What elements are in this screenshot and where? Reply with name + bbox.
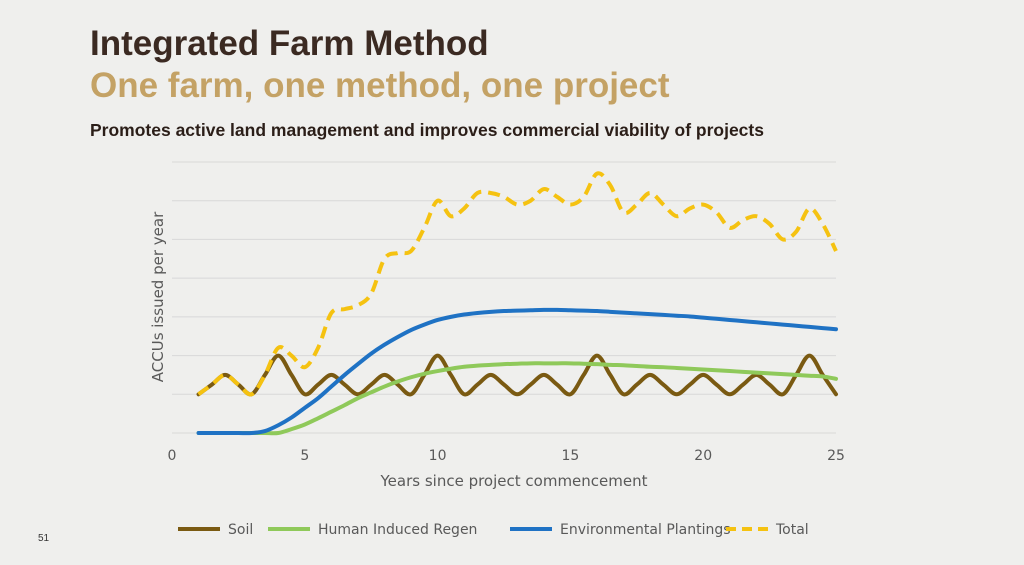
x-tick-label: 15 — [561, 448, 579, 464]
legend-label: Human Induced Regen — [318, 522, 477, 538]
slide-title: Integrated Farm Method — [90, 24, 489, 63]
slide-subtitle: One farm, one method, one project — [90, 66, 670, 105]
legend-label: Environmental Plantings — [560, 522, 731, 538]
page-number: 51 — [38, 533, 50, 544]
series-line-total — [197, 171, 838, 397]
x-tick-label: 20 — [694, 448, 712, 464]
x-axis-label: Years since project commencement — [380, 472, 648, 490]
legend-label: Soil — [228, 522, 253, 538]
x-tick-label: 0 — [168, 448, 177, 464]
x-tick-label: 5 — [300, 448, 309, 464]
series-line-soil — [196, 353, 838, 397]
slide-tagline: Promotes active land management and impr… — [90, 120, 764, 140]
legend-label: Total — [775, 522, 809, 538]
y-axis-label: ACCUs issued per year — [149, 211, 167, 382]
series-line-environmental-plantings — [196, 307, 838, 436]
x-tick-label: 10 — [429, 448, 447, 464]
series-line-human-induced-regen — [196, 361, 838, 436]
x-tick-label: 25 — [827, 448, 845, 464]
